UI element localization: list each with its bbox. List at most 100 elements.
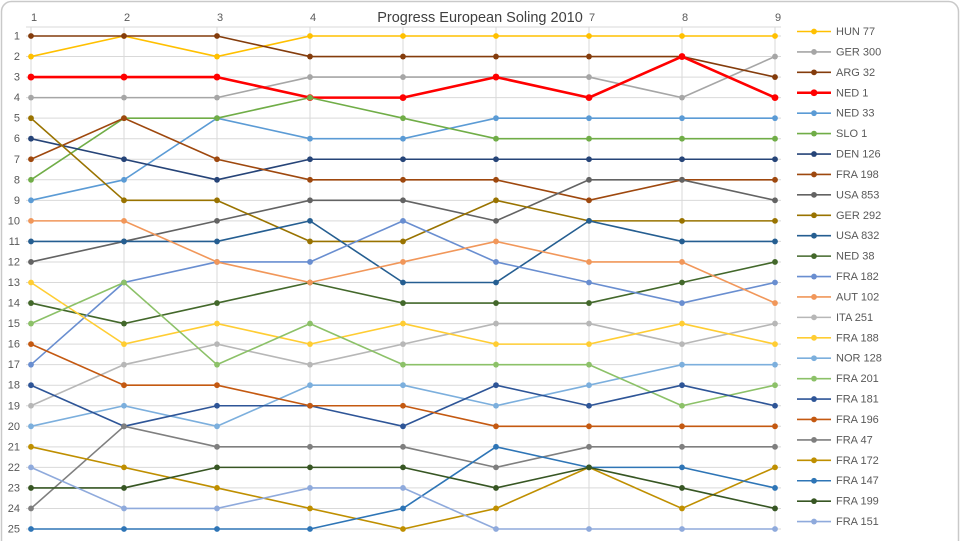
data-point-USA-853-race-4	[307, 197, 313, 204]
data-point-FRA-201-race-5	[400, 361, 406, 368]
data-point-USA-832-race-8	[679, 238, 685, 245]
data-point-SLO-1-race-3	[214, 115, 220, 122]
data-point-GER-300-race-1	[28, 94, 34, 101]
data-point-NOR-128-race-6	[493, 402, 499, 409]
data-point-AUT-102-race-8	[679, 259, 685, 265]
data-point-GER-292-race-5	[400, 238, 406, 245]
legend-swatch-marker-FRA-188	[811, 334, 817, 341]
data-point-SLO-1-race-1	[28, 176, 34, 183]
data-point-ARG-32-race-3	[214, 33, 220, 39]
data-point-FRA-47-race-1	[28, 505, 34, 512]
y-tick-label-19: 19	[8, 400, 20, 412]
data-point-FRA-199-race-1	[28, 485, 34, 491]
data-point-FRA-182-race-8	[679, 300, 685, 306]
data-point-FRA-196-race-6	[493, 423, 499, 430]
y-tick-label-11: 11	[9, 236, 20, 248]
data-point-USA-853-race-8	[679, 176, 685, 183]
data-point-GER-292-race-4	[307, 238, 313, 245]
data-point-FRA-199-race-6	[493, 485, 499, 491]
legend-swatch-marker-AUT-102	[811, 294, 817, 300]
data-point-AUT-102-race-9	[772, 300, 778, 306]
legend-label-USA-853: USA 853	[836, 189, 879, 201]
legend-swatch-marker-USA-832	[811, 232, 817, 239]
data-point-DEN-126-race-4	[307, 156, 313, 163]
data-point-SLO-1-race-8	[679, 135, 685, 142]
legend-label-FRA-172: FRA 172	[836, 455, 879, 467]
legend-label-ARG-32: ARG 32	[836, 67, 875, 79]
legend-label-FRA-147: FRA 147	[836, 475, 879, 487]
data-point-NOR-128-race-2	[121, 402, 127, 409]
legend-label-USA-832: USA 832	[836, 230, 879, 242]
data-point-FRA-181-race-7	[586, 402, 592, 409]
data-point-USA-832-race-9	[772, 238, 778, 245]
legend-swatch-marker-NOR-128	[811, 355, 817, 362]
data-point-FRA-188-race-8	[679, 320, 685, 327]
legend-swatch-marker-NED-33	[811, 110, 817, 117]
legend-label-NED-33: NED 33	[836, 108, 875, 120]
data-point-FRA-181-race-1	[28, 382, 34, 389]
data-point-FRA-196-race-2	[121, 382, 127, 389]
y-tick-label-2: 2	[14, 51, 20, 63]
data-point-FRA-198-race-2	[121, 115, 127, 122]
data-point-FRA-151-race-1	[28, 464, 34, 471]
legend-label-FRA-199: FRA 199	[836, 496, 879, 508]
data-point-HUN-77-race-9	[772, 33, 778, 39]
data-point-SLO-1-race-9	[772, 135, 778, 142]
x-tick-label-8: 8	[682, 12, 688, 24]
data-point-FRA-147-race-2	[121, 526, 127, 532]
y-tick-label-18: 18	[8, 380, 20, 392]
data-point-NED-33-race-1	[28, 197, 34, 204]
legend-label-NED-1: NED 1	[836, 87, 868, 99]
legend-label-FRA-201: FRA 201	[836, 373, 879, 385]
data-point-FRA-196-race-5	[400, 402, 406, 409]
data-point-NOR-128-race-7	[586, 382, 592, 389]
data-point-ITA-251-race-4	[307, 361, 313, 368]
data-point-SLO-1-race-5	[400, 115, 406, 122]
legend-label-FRA-151: FRA 151	[836, 516, 879, 528]
data-point-FRA-196-race-9	[772, 423, 778, 430]
data-point-AUT-102-race-1	[28, 217, 34, 224]
y-tick-label-25: 25	[8, 524, 20, 536]
data-point-FRA-198-race-1	[28, 156, 34, 163]
y-tick-label-24: 24	[8, 503, 20, 515]
data-point-NOR-128-race-8	[679, 361, 685, 368]
data-point-AUT-102-race-4	[307, 279, 313, 286]
legend-label-FRA-198: FRA 198	[836, 169, 879, 181]
y-tick-label-8: 8	[14, 174, 20, 186]
data-point-FRA-147-race-6	[493, 443, 499, 450]
data-point-FRA-198-race-3	[214, 156, 220, 163]
y-tick-label-22: 22	[8, 462, 20, 474]
data-point-NOR-128-race-9	[772, 361, 778, 368]
legend-label-ITA-251: ITA 251	[836, 312, 873, 324]
data-point-FRA-172-race-5	[400, 526, 406, 532]
y-tick-label-7: 7	[14, 154, 20, 166]
data-point-FRA-151-race-4	[307, 485, 313, 491]
data-point-USA-853-race-6	[493, 217, 499, 224]
data-point-NED-38-race-2	[121, 320, 127, 327]
legend-swatch-marker-ITA-251	[811, 314, 817, 321]
data-point-FRA-181-race-5	[400, 423, 406, 430]
data-point-ARG-32-race-2	[121, 33, 127, 39]
data-point-FRA-199-race-4	[307, 464, 313, 471]
legend-swatch-marker-GER-292	[811, 212, 817, 219]
data-point-ARG-32-race-1	[28, 33, 34, 39]
data-point-NED-33-race-7	[586, 115, 592, 122]
data-point-FRA-181-race-9	[772, 402, 778, 409]
data-point-GER-300-race-2	[121, 94, 127, 101]
legend-label-NOR-128: NOR 128	[836, 353, 882, 365]
data-point-DEN-126-race-2	[121, 156, 127, 163]
data-point-FRA-198-race-4	[307, 176, 313, 183]
legend-swatch-marker-FRA-201	[811, 375, 817, 382]
legend-label-GER-300: GER 300	[836, 46, 881, 58]
data-point-FRA-147-race-8	[679, 464, 685, 471]
data-point-FRA-198-race-5	[400, 176, 406, 183]
data-point-FRA-201-race-3	[214, 361, 220, 368]
legend-label-DEN-126: DEN 126	[836, 149, 881, 161]
data-point-FRA-199-race-5	[400, 464, 406, 471]
data-point-FRA-182-race-6	[493, 259, 499, 265]
data-point-FRA-196-race-1	[28, 341, 34, 348]
x-tick-label-2: 2	[124, 12, 130, 24]
legend-label-HUN-77: HUN 77	[836, 26, 875, 38]
data-point-NED-33-race-6	[493, 115, 499, 122]
legend-swatch-marker-FRA-182	[811, 273, 817, 280]
